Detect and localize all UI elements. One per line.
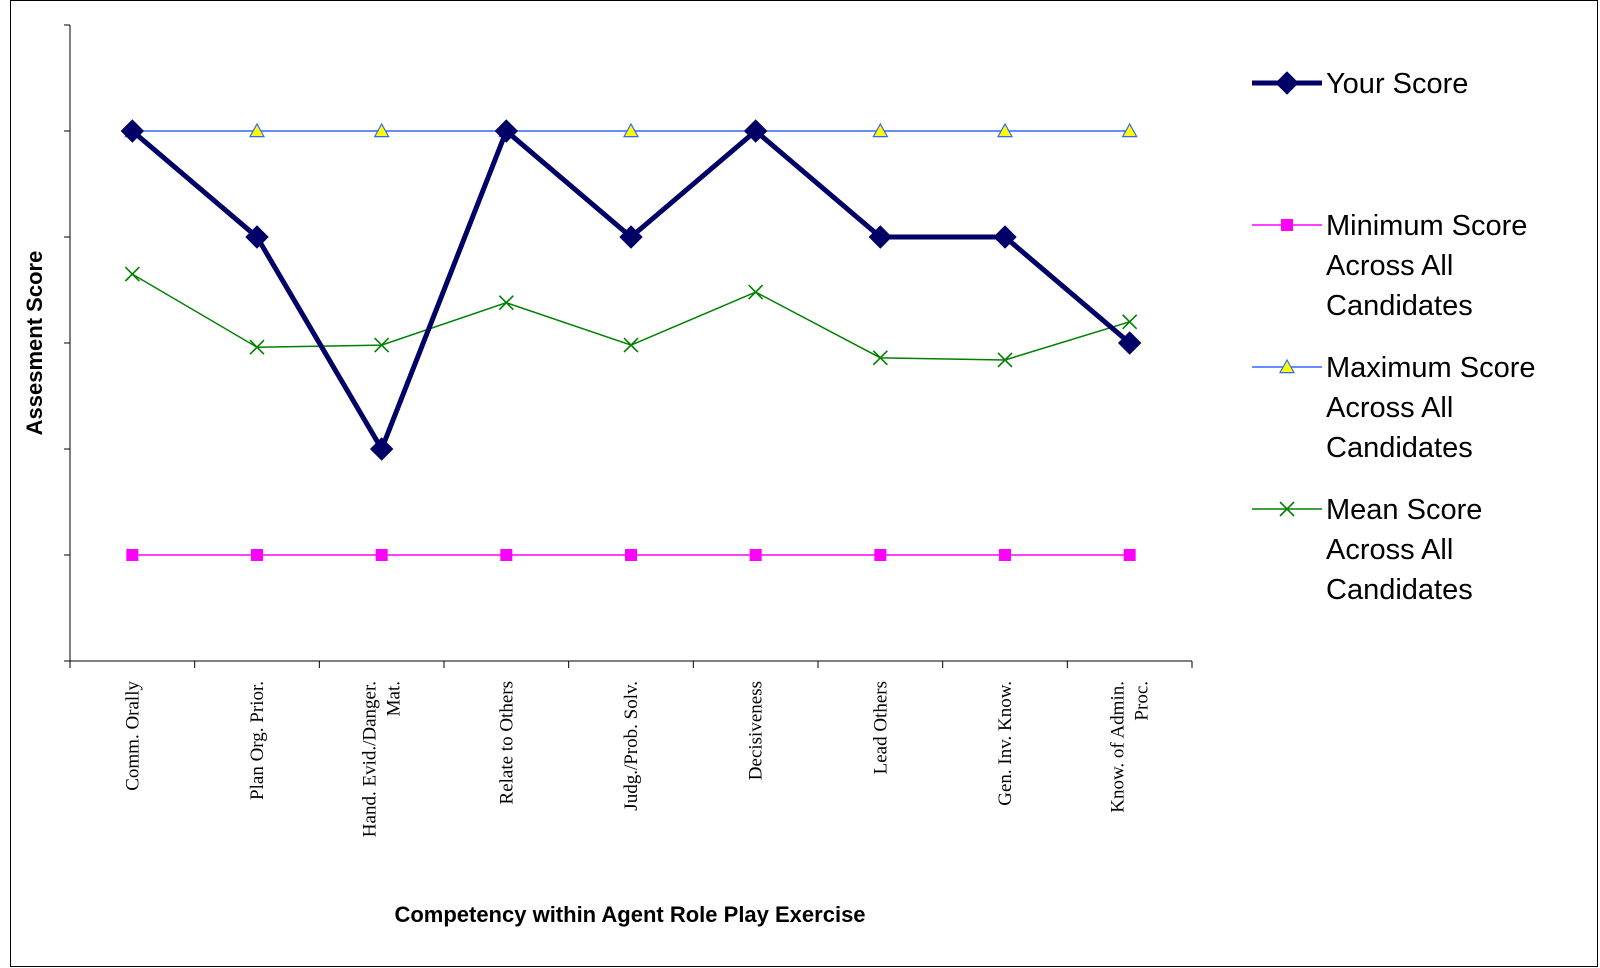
square-marker: [251, 549, 263, 561]
x-tick-label: Lead Others: [870, 681, 891, 774]
diamond-marker: [993, 225, 1017, 249]
legend-label-line: Across All: [1326, 250, 1453, 282]
x-tick-label-line: Mat.: [384, 681, 405, 716]
x-marker-stroke: [374, 337, 390, 353]
triangle-marker: [996, 122, 1014, 138]
legend-item-your: Your Score: [1252, 68, 1468, 100]
diamond-marker: [619, 225, 643, 249]
x-marker-stroke: [997, 352, 1013, 368]
legend-label-line: Maximum Score: [1326, 352, 1536, 384]
series-max: [124, 122, 1138, 138]
square-marker: [625, 549, 637, 561]
x-tick-label-line: Judg./Prob. Solv.: [621, 681, 642, 811]
x-tick-label: Comm. Orally: [122, 681, 143, 791]
legend-item-max: Maximum Score Across All Candidates: [1252, 352, 1536, 464]
x-marker-stroke: [124, 266, 140, 282]
axes: [64, 24, 1193, 668]
legend: Your Score Minimum Score Across All Candida…: [1252, 68, 1536, 606]
x-marker-stroke: [1279, 501, 1295, 517]
chart-frame: [10, 0, 1598, 967]
x-tick-label-line: Proc.: [1132, 681, 1153, 721]
diamond-marker: [245, 225, 269, 249]
x-tick-label-line: Decisiveness: [746, 681, 767, 780]
x-tick-label: Decisiveness: [746, 681, 767, 780]
y-axis-title: Assesment Score: [22, 251, 47, 436]
diamond-marker: [120, 119, 145, 143]
legend-label-line: Candidates: [1326, 574, 1473, 606]
diamond-marker: [1275, 71, 1299, 95]
x-tick-label: Judg./Prob. Solv.: [621, 681, 642, 811]
x-marker: [872, 350, 888, 366]
square-marker: [999, 549, 1011, 561]
x-tick-label: Relate to Others: [496, 681, 517, 804]
square-marker: [375, 549, 388, 561]
triangle-marker: [1121, 122, 1138, 138]
diamond-marker: [743, 119, 768, 143]
triangle-marker: [622, 122, 640, 138]
legend-label: Mean Score Across All Candidates: [1326, 494, 1482, 606]
x-marker: [997, 352, 1013, 368]
series-min: [126, 549, 1136, 561]
legend-label-line: Your Score: [1326, 68, 1468, 100]
x-tick-label-line: Hand. Evid./Danger.: [360, 681, 381, 837]
x-tick-label-line: Relate to Others: [496, 681, 517, 804]
x-tick-label-line: Plan Org. Prior.: [247, 681, 268, 800]
square-marker: [500, 549, 513, 561]
x-marker: [1279, 501, 1295, 517]
x-tick-label-line: Gen. Inv. Know.: [995, 681, 1016, 806]
legend-label-line: Mean Score: [1326, 494, 1482, 526]
series-line-mean: [131, 273, 1130, 361]
x-tick-label: Plan Org. Prior.: [247, 681, 268, 800]
square-marker: [749, 549, 762, 561]
x-marker-stroke: [872, 350, 888, 366]
x-tick-label: Hand. Evid./Danger. Mat.: [360, 681, 405, 837]
square-marker: [1123, 549, 1136, 561]
legend-label: Your Score: [1326, 68, 1468, 100]
square-marker: [1281, 219, 1293, 231]
legend-label-line: Minimum Score: [1326, 210, 1527, 242]
x-marker: [124, 266, 140, 282]
series-layer: [120, 119, 1142, 561]
series-mean: [124, 266, 1138, 368]
x-tick-label-line: Lead Others: [870, 681, 891, 774]
x-marker-stroke: [1122, 314, 1138, 330]
x-marker: [249, 339, 265, 355]
legend-label: Maximum Score Across All Candidates: [1326, 352, 1536, 464]
legend-label: Minimum Score Across All Candidates: [1326, 210, 1527, 322]
diamond-marker: [369, 437, 394, 461]
legend-item-min: Minimum Score Across All Candidates: [1252, 210, 1527, 322]
x-marker: [1122, 314, 1138, 330]
triangle-marker: [373, 122, 390, 138]
x-marker: [748, 284, 764, 300]
triangle-marker: [1278, 358, 1296, 374]
legend-label-line: Candidates: [1326, 432, 1473, 464]
legend-label-line: Across All: [1326, 392, 1453, 424]
x-marker: [623, 337, 639, 353]
x-tick-label-line: Know. of Admin.: [1108, 681, 1129, 813]
diamond-marker: [494, 119, 519, 143]
triangle-marker: [872, 122, 889, 138]
legend-label-line: Candidates: [1326, 290, 1473, 322]
x-tick-labels: Comm. Orally Plan Org. Prior. Hand. Evid./…: [122, 681, 1152, 838]
x-tick-label: Gen. Inv. Know.: [995, 681, 1016, 806]
x-marker-stroke: [498, 295, 514, 311]
series-your: [120, 119, 1142, 461]
series-line-your: [130, 126, 1132, 455]
legend-item-mean: Mean Score Across All Candidates: [1252, 494, 1482, 606]
diamond-marker: [868, 225, 893, 249]
x-axis-title: Competency within Agent Role Play Exerci…: [394, 902, 865, 927]
triangle-marker: [248, 122, 266, 138]
x-marker-stroke: [249, 339, 265, 355]
x-tick-label-line: Comm. Orally: [122, 681, 143, 791]
legend-label-line: Across All: [1326, 534, 1453, 566]
square-marker: [126, 549, 139, 561]
x-marker: [498, 295, 514, 311]
x-marker: [374, 337, 390, 353]
x-marker-stroke: [748, 284, 764, 300]
square-marker: [874, 549, 887, 561]
x-marker-stroke: [623, 337, 639, 353]
diamond-marker: [1117, 331, 1142, 355]
x-tick-label: Know. of Admin. Proc.: [1108, 681, 1153, 813]
